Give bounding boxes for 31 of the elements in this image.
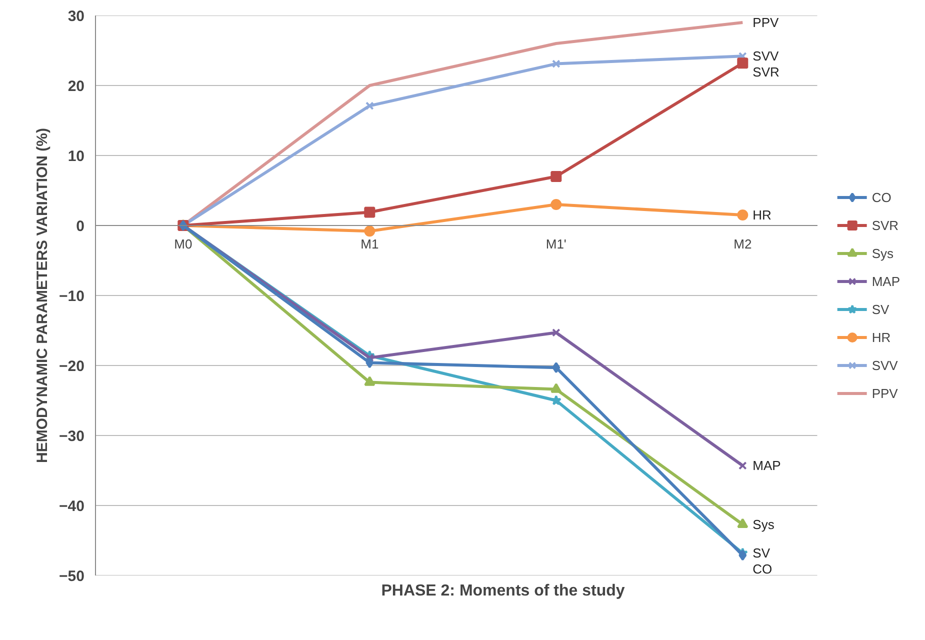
y-tick-label: 20 — [68, 78, 85, 95]
x-tick-label: M2 — [734, 236, 752, 252]
text: Sys — [752, 516, 774, 532]
text: CO — [752, 562, 772, 577]
x-tick-label: M0 — [174, 236, 192, 252]
y-axis-title: HEMODYNAMIC PARAMETERS VARIATION (%) — [34, 128, 52, 463]
x-tick-label: M1' — [546, 236, 566, 252]
y-tick-label: −10 — [59, 288, 85, 305]
text: HR — [752, 208, 772, 222]
y-tick-label: −40 — [59, 498, 85, 515]
y-tick-label: −50 — [59, 568, 85, 585]
legend-label: Sys — [872, 246, 894, 260]
y-tick-label: −20 — [59, 358, 85, 375]
y-tick-label: 0 — [76, 218, 84, 235]
legend-label: SVR — [872, 218, 899, 232]
legend-label: MAP — [872, 274, 900, 288]
text: SVV — [752, 48, 779, 64]
legend-label: HR — [872, 330, 892, 344]
legend-label: PPV — [872, 386, 898, 400]
y-tick-label: −30 — [59, 428, 85, 445]
text: SV — [752, 546, 770, 561]
x-axis-title: PHASE 2: Moments of the study — [381, 582, 625, 600]
x-tick-label: M1 — [360, 236, 379, 252]
text: PPV — [752, 15, 779, 30]
y-tick-label: 10 — [68, 148, 85, 165]
legend-label: SV — [872, 302, 890, 316]
text: SVR — [752, 64, 780, 80]
legend-label: CO — [872, 190, 892, 204]
y-tick-label: 30 — [68, 8, 85, 25]
text: MAP — [752, 458, 781, 474]
legend-label: SVV — [872, 358, 898, 372]
